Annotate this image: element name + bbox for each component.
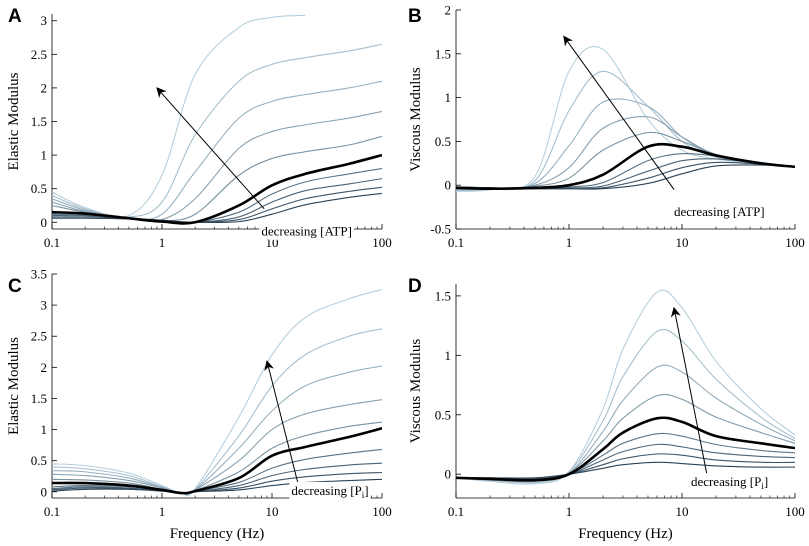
panel-d-series-c1 bbox=[456, 289, 795, 485]
panel-b-xtick-label: 10 bbox=[676, 235, 689, 250]
panel-d-ytick-label: 0 bbox=[445, 467, 452, 482]
panel-a-ylabel: Elastic Modulus bbox=[6, 72, 22, 170]
panel-c-ylabel: Elastic Modulus bbox=[6, 337, 22, 435]
panel-a-series-c10 bbox=[52, 192, 382, 224]
panel-b-ytick-label: 0 bbox=[445, 178, 452, 193]
panel-a-ytick-label: 2.5 bbox=[31, 47, 47, 62]
panel-d-series-c9 bbox=[456, 461, 795, 479]
panel-a-ytick-label: 1 bbox=[41, 148, 48, 163]
panel-c-xtick-label: 1 bbox=[159, 504, 166, 519]
panel-d-ytick-label: 1.5 bbox=[435, 288, 451, 303]
panel-a-xtick-label: 0.1 bbox=[44, 235, 60, 250]
panel-d-xlabel: Frequency (Hz) bbox=[578, 526, 673, 542]
panel-c-ytick-label: 3.5 bbox=[31, 267, 47, 282]
panel-a-annotation-bg bbox=[259, 222, 354, 240]
panel-b-ytick-label: 0.5 bbox=[435, 134, 451, 149]
panel-c-ytick-label: 1 bbox=[41, 422, 48, 437]
panel-c-xtick-label: 100 bbox=[372, 504, 392, 519]
panel-a-xtick-label: 100 bbox=[372, 235, 392, 250]
panel-c-ytick-label: 0 bbox=[41, 484, 48, 499]
panel-d-xtick-label: 100 bbox=[785, 504, 805, 519]
panel-b-ylabel: Viscous Modulus bbox=[408, 67, 424, 172]
panel-b-xtick-label: 100 bbox=[785, 235, 805, 250]
panel-b-series-c6 bbox=[456, 142, 795, 191]
panel-c-xtick-label: 10 bbox=[266, 504, 279, 519]
panel-d-series-c5 bbox=[456, 416, 795, 482]
panel-b-xtick-label: 1 bbox=[566, 235, 573, 250]
panel-b-annotation: decreasing [ATP] bbox=[674, 204, 765, 219]
panel-b-series-c3 bbox=[456, 98, 795, 191]
panel-c-ytick-label: 2.5 bbox=[31, 329, 47, 344]
panel-d-arrow bbox=[670, 306, 709, 481]
panel-b-ytick-label: -0.5 bbox=[430, 222, 451, 237]
panel-c-series-c6 bbox=[52, 427, 382, 495]
panel-b-xtick-label: 0.1 bbox=[448, 235, 464, 250]
panel-c-series-c1 bbox=[52, 289, 382, 497]
panel-d-series-c4 bbox=[456, 393, 795, 483]
panel-d-xtick-label: 1 bbox=[566, 504, 573, 519]
panel-c-ytick-label: 3 bbox=[41, 298, 48, 313]
panel-a-annotation: decreasing [ATP] bbox=[261, 224, 352, 239]
panel-a-series-c1 bbox=[52, 14, 306, 218]
panel-d-ylabel: Viscous Modulus bbox=[408, 339, 424, 444]
panel-d-ytick-label: 1 bbox=[445, 348, 452, 363]
panel-a-arrow bbox=[156, 87, 265, 210]
panel-a-ytick-label: 2 bbox=[41, 80, 48, 95]
panel-b-series-c9 bbox=[456, 161, 795, 190]
panel-b-ytick-label: 2 bbox=[445, 3, 452, 18]
panel-d-annotation-bg bbox=[688, 473, 771, 493]
panel-a-series-c3 bbox=[52, 80, 382, 220]
panel-b-series-c10 bbox=[456, 164, 795, 190]
panel-a-ytick-label: 0 bbox=[41, 215, 48, 230]
panel-a-series-c2 bbox=[52, 43, 382, 218]
panel-b-arrow bbox=[563, 35, 675, 190]
panel-a-series-c6 bbox=[52, 153, 382, 225]
panel-a-xtick-label: 1 bbox=[159, 235, 166, 250]
panel-c-annotation-bg bbox=[289, 481, 371, 501]
panel-d-xtick-label: 10 bbox=[676, 504, 689, 519]
panel-d-xtick-label: 0.1 bbox=[448, 504, 464, 519]
panel-c-letter: C bbox=[8, 276, 22, 297]
panel-a-series-c5 bbox=[52, 135, 382, 222]
panel-a-ytick-label: 3 bbox=[41, 13, 48, 28]
panel-c-arrow bbox=[264, 360, 301, 492]
panel-c-ytick-label: 0.5 bbox=[31, 453, 47, 468]
panel-c-ytick-label: 2 bbox=[41, 360, 48, 375]
panel-c-xlabel: Frequency (Hz) bbox=[170, 526, 265, 542]
panel-b-annotation-bg bbox=[672, 202, 767, 220]
panel-d-ytick-label: 0.5 bbox=[435, 407, 451, 422]
panel-b-ytick-label: 1.5 bbox=[435, 46, 451, 61]
panel-d-series-c2 bbox=[456, 328, 795, 484]
panel-a-series-c9 bbox=[52, 186, 382, 223]
panel-b-series-c2 bbox=[456, 70, 795, 192]
panel-d-letter: D bbox=[408, 276, 422, 297]
panel-c-xtick-label: 0.1 bbox=[44, 504, 60, 519]
panel-d-annotation: decreasing [Pi] bbox=[691, 474, 768, 491]
panel-a-ytick-label: 0.5 bbox=[31, 181, 47, 196]
panel-b-ytick-label: 1 bbox=[445, 90, 452, 105]
panel-c-series-c4 bbox=[52, 399, 382, 495]
panel-c-annotation: decreasing [Pi] bbox=[291, 483, 368, 500]
panel-c-ytick-label: 1.5 bbox=[31, 391, 47, 406]
panel-a-ytick-label: 1.5 bbox=[31, 114, 47, 129]
panel-b-letter: B bbox=[408, 6, 422, 27]
panel-a-letter: A bbox=[8, 6, 22, 27]
